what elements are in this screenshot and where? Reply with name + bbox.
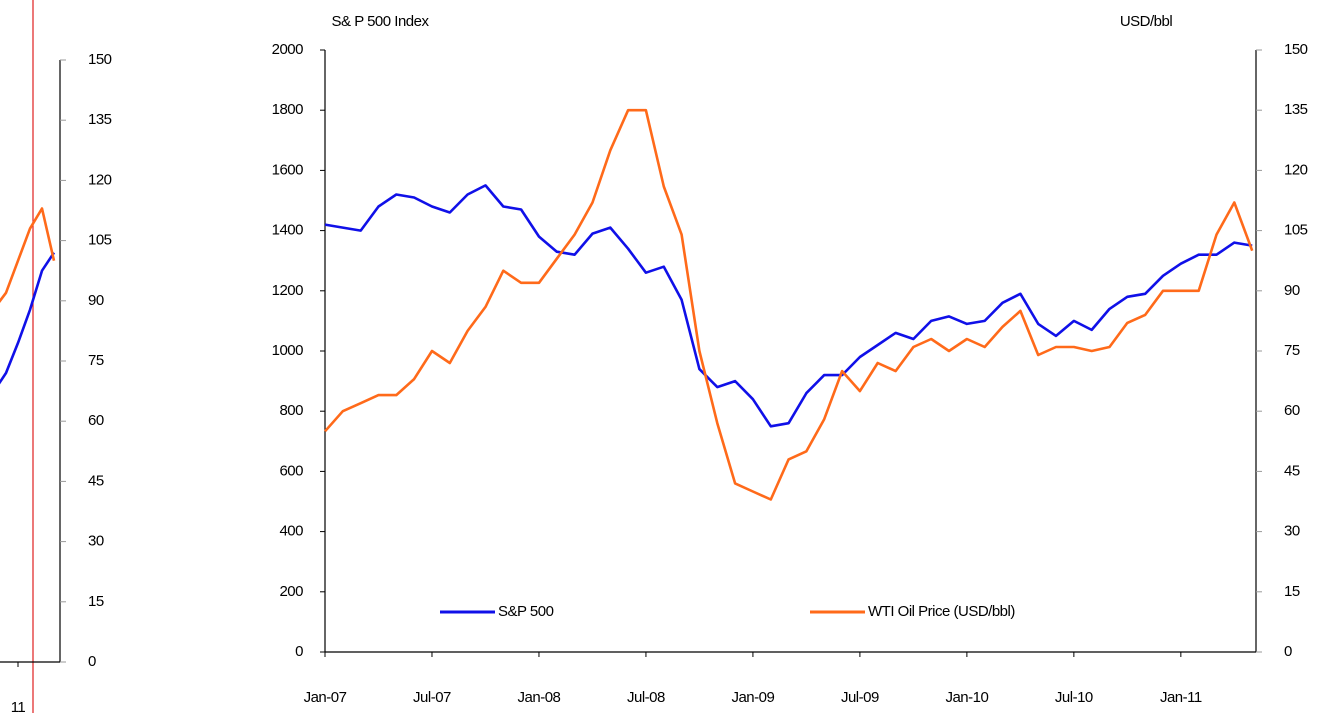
y2-tick-label: 0 bbox=[88, 653, 96, 670]
y2-tick-label: 135 bbox=[88, 111, 112, 128]
y-axis-title: S& P 500 Index bbox=[332, 13, 430, 30]
y2-tick-label: 90 bbox=[88, 292, 104, 309]
y2-tick-label: 30 bbox=[88, 533, 104, 550]
x-tick-label: Jul-08 bbox=[627, 689, 665, 706]
y-tick-label: 600 bbox=[279, 462, 303, 479]
legend-label: S&P 500 bbox=[498, 603, 554, 620]
y2-tick-label: 0 bbox=[1284, 643, 1292, 660]
y-tick-label: 1400 bbox=[272, 222, 304, 239]
x-tick-label: Jan-07 bbox=[304, 689, 347, 706]
y-tick-label: 1200 bbox=[272, 282, 304, 299]
y2-tick-label: 120 bbox=[1284, 161, 1308, 178]
x-tick-label: Jan-11 bbox=[1160, 689, 1202, 706]
y2-tick-label: 15 bbox=[88, 593, 104, 610]
x-tick-label: Jan-08 bbox=[518, 689, 561, 706]
y-tick-label: 2000 bbox=[272, 41, 304, 58]
y-tick-label: 0 bbox=[295, 643, 303, 660]
series-line bbox=[324, 184, 1253, 428]
y2-tick-label: 105 bbox=[88, 232, 112, 249]
y-tick-label: 400 bbox=[279, 523, 303, 540]
y2-tick-label: 60 bbox=[1284, 402, 1300, 419]
y-tick-label: 1000 bbox=[272, 342, 304, 359]
y2-tick-label: 15 bbox=[1284, 583, 1300, 600]
series-line bbox=[0, 251, 56, 385]
x-tick-label: 11 bbox=[11, 699, 26, 713]
y2-tick-label: 150 bbox=[88, 51, 112, 68]
series-line bbox=[324, 108, 1254, 501]
y2-tick-label: 30 bbox=[1284, 523, 1300, 540]
y2-tick-label: 75 bbox=[1284, 342, 1300, 359]
x-tick-label: Jan-10 bbox=[945, 689, 988, 706]
y2-tick-label: 105 bbox=[1284, 222, 1308, 239]
y2-tick-label: 90 bbox=[1284, 282, 1300, 299]
y2-tick-label: 45 bbox=[88, 472, 104, 489]
y2-tick-label: 120 bbox=[88, 171, 112, 188]
y-tick-label: 1600 bbox=[272, 161, 304, 178]
y2-tick-label: 150 bbox=[1284, 41, 1308, 58]
y2-tick-label: 60 bbox=[88, 412, 104, 429]
x-tick-label: Jul-10 bbox=[1055, 689, 1093, 706]
x-tick-label: Jan-09 bbox=[731, 689, 774, 706]
legend-label: WTI Oil Price (USD/bbl) bbox=[868, 603, 1015, 620]
y2-tick-label: 45 bbox=[1284, 462, 1300, 479]
y2-tick-label: 135 bbox=[1284, 101, 1308, 118]
y-tick-label: 200 bbox=[279, 583, 303, 600]
y2-axis-title: USD/bbl bbox=[1120, 13, 1173, 30]
y2-tick-label: 75 bbox=[88, 352, 104, 369]
y-tick-label: 800 bbox=[279, 402, 303, 419]
x-tick-label: Jul-07 bbox=[413, 689, 451, 706]
x-tick-label: Jul-09 bbox=[841, 689, 879, 706]
y-tick-label: 1800 bbox=[272, 101, 304, 118]
series-line bbox=[0, 207, 56, 303]
